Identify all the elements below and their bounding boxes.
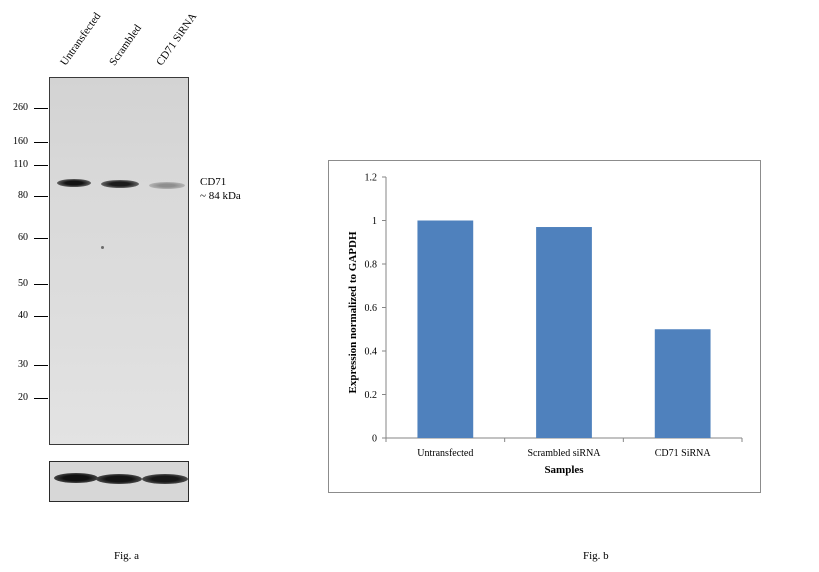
x-tick-label: Untransfected xyxy=(417,448,473,459)
mw-marker-label: 110 xyxy=(13,159,28,170)
mw-tick xyxy=(34,142,48,143)
fig-b-caption: Fig. b xyxy=(583,550,609,562)
blot-membrane xyxy=(49,77,189,445)
y-tick-label: 1 xyxy=(372,216,377,227)
mw-tick xyxy=(34,316,48,317)
target-protein-label: CD71 xyxy=(200,176,227,188)
x-tick-label: CD71 SiRNA xyxy=(655,448,712,459)
y-tick-label: 0.2 xyxy=(365,390,378,401)
loading-band-untransfected xyxy=(54,473,98,483)
mw-tick xyxy=(34,398,48,399)
mw-marker-label: 60 xyxy=(18,232,28,243)
fig-a-caption: Fig. a xyxy=(114,550,140,562)
y-axis-title: Expression normalized to GAPDH xyxy=(347,231,359,393)
mw-marker-label: 160 xyxy=(13,136,28,147)
y-tick-label: 0.4 xyxy=(365,347,378,358)
cd71-band-cd71-sirna xyxy=(149,182,185,189)
lane-label-untransfected: Untransfected xyxy=(58,10,104,68)
y-tick-label: 0.6 xyxy=(365,303,378,314)
mw-tick xyxy=(34,238,48,239)
y-tick-label: 0 xyxy=(372,434,377,445)
mw-marker-label: 260 xyxy=(13,102,28,113)
mw-tick xyxy=(34,196,48,197)
mw-marker-label: 40 xyxy=(18,310,28,321)
mw-marker-label: 30 xyxy=(18,359,28,370)
blot-speck xyxy=(101,246,104,249)
x-axis-title: Samples xyxy=(544,464,584,476)
mw-tick xyxy=(34,108,48,109)
loading-band-scrambled xyxy=(96,474,142,484)
lane-label-scrambled: Scrambled xyxy=(107,22,144,69)
mw-marker-label: 80 xyxy=(18,190,28,201)
bar-untransfected xyxy=(417,220,474,438)
mw-tick xyxy=(34,365,48,366)
bar-cd71-sirna xyxy=(654,329,711,438)
loading-control-blot xyxy=(49,461,189,502)
mw-marker-label: 50 xyxy=(18,278,28,289)
target-size-label: ~ 84 kDa xyxy=(200,190,241,202)
y-tick-label: 0.8 xyxy=(365,260,378,271)
lane-label-cd71-sirna: CD71 SiRNA xyxy=(154,10,200,69)
mw-tick xyxy=(34,284,48,285)
loading-band-cd71-sirna xyxy=(142,474,188,484)
bar-scrambled-sirna xyxy=(536,227,592,438)
bar-chart-frame: 0 0.2 0.4 0.6 0.8 1 1.2 Untransfected Scrambled … xyxy=(328,160,761,493)
bar-chart: 0 0.2 0.4 0.6 0.8 1 1.2 Untransfected Scrambled … xyxy=(347,173,743,476)
cd71-band-scrambled xyxy=(101,180,139,188)
mw-marker-label: 20 xyxy=(18,392,28,403)
cd71-band-untransfected xyxy=(57,179,91,187)
y-tick-label: 1.2 xyxy=(365,173,378,184)
mw-tick xyxy=(34,165,48,166)
x-tick-label: Scrambled siRNA xyxy=(527,448,601,459)
